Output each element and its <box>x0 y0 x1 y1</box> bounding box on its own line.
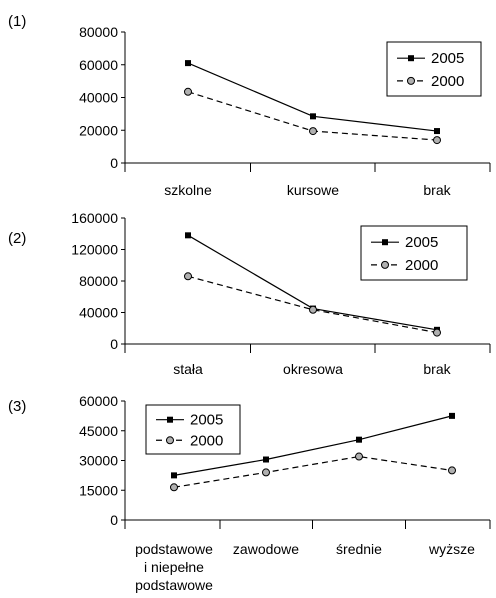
legend-marker <box>407 76 415 85</box>
data-point-2005 <box>310 113 316 120</box>
y-tick-label: 60000 <box>79 57 118 73</box>
y-tick-label: 45000 <box>79 423 118 439</box>
data-point-2000 <box>433 136 441 145</box>
data-point-2000 <box>170 483 178 492</box>
legend-label: 2000 <box>190 432 223 449</box>
y-tick-label: 120000 <box>71 242 118 258</box>
data-point-2000 <box>309 305 317 314</box>
x-tick-label: szkolne <box>164 182 212 198</box>
x-tick-label: brak <box>423 182 451 198</box>
chart-1: (1) 80000 60000 40000 20000 0 szkolne kursowe br… <box>8 13 491 198</box>
y-tick-label: 40000 <box>79 305 118 321</box>
legend-label: 2000 <box>405 257 438 274</box>
x-tick-label: zawodowe <box>233 541 299 557</box>
x-tick-label: podstawowe i niepełne podstawowe <box>135 541 213 593</box>
data-point-2005 <box>185 232 191 239</box>
y-tick-label: 80000 <box>79 24 118 40</box>
x-tick-label: kursowe <box>287 182 339 198</box>
data-point-2005 <box>434 128 440 135</box>
series-line-2000 <box>173 455 453 488</box>
legend-label: 2005 <box>431 50 464 67</box>
legend: 2005 2000 <box>386 41 482 97</box>
legend-label: 2005 <box>190 412 223 429</box>
y-tick-label: 80000 <box>79 273 118 289</box>
panel-label: (3) <box>8 398 26 415</box>
legend-marker <box>408 55 414 62</box>
legend: 2005 2000 <box>145 404 241 455</box>
x-tick-label: brak <box>423 361 451 377</box>
y-tick-label: 30000 <box>79 453 118 469</box>
data-point-2000 <box>184 272 192 281</box>
series-line-2000 <box>187 275 438 334</box>
chart-2: (2) 160000 120000 80000 40000 0 stała okresowa b… <box>8 210 491 377</box>
chart-3: (3) 60000 45000 30000 15000 0 podstawowe i niep… <box>8 393 491 593</box>
legend-box <box>145 404 241 455</box>
legend-marker <box>166 436 174 445</box>
data-point-2005 <box>171 472 177 479</box>
data-point-2000 <box>355 452 363 461</box>
x-tick-label: średnie <box>336 541 382 557</box>
legend-marker <box>167 416 173 423</box>
y-tick-label: 20000 <box>79 122 118 138</box>
data-point-2000 <box>262 468 270 477</box>
legend: 2005 2000 <box>360 225 468 281</box>
legend-box <box>360 225 468 281</box>
data-point-2005 <box>263 456 269 463</box>
x-tick-label: okresowa <box>283 361 343 377</box>
y-tick-label: 160000 <box>71 210 118 226</box>
y-tick-label: 40000 <box>79 90 118 106</box>
data-point-2005 <box>356 436 362 443</box>
legend-label: 2005 <box>405 234 438 251</box>
y-tick-label: 0 <box>110 336 118 352</box>
data-point-2005 <box>449 412 455 419</box>
x-tick-label: stała <box>173 361 203 377</box>
data-point-2000 <box>309 127 317 136</box>
data-point-2000 <box>184 87 192 96</box>
x-tick-label: wyższe <box>428 541 475 557</box>
panel-label: (1) <box>8 13 26 30</box>
data-point-2000 <box>448 466 456 475</box>
legend-marker <box>382 239 388 246</box>
legend-box <box>386 41 482 97</box>
data-point-2000 <box>433 328 441 337</box>
panel-label: (2) <box>8 230 26 247</box>
y-tick-label: 15000 <box>79 482 118 498</box>
legend-marker <box>381 260 389 269</box>
y-tick-label: 0 <box>110 512 118 528</box>
series-line-2005 <box>173 415 453 476</box>
legend-label: 2000 <box>431 73 464 90</box>
data-point-2005 <box>185 60 191 67</box>
y-tick-label: 0 <box>110 155 118 171</box>
y-tick-label: 60000 <box>79 393 118 409</box>
